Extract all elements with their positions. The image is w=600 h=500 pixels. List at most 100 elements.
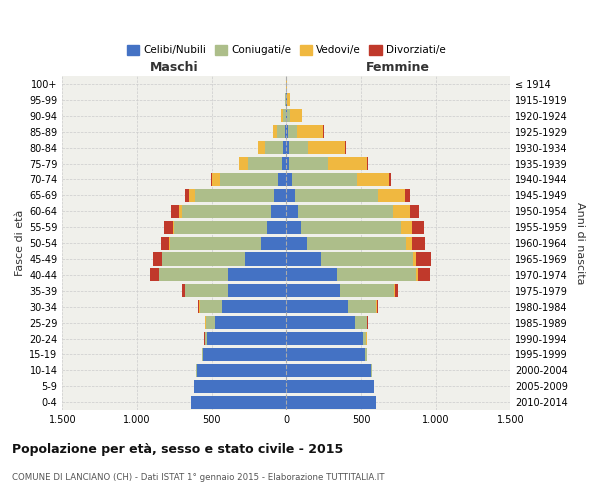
- Bar: [169, 236, 170, 250]
- Bar: [190, 189, 195, 202]
- Bar: [282, 157, 286, 170]
- Bar: [356, 173, 389, 186]
- Bar: [202, 348, 203, 361]
- Bar: [274, 189, 286, 202]
- Bar: [286, 364, 371, 377]
- Bar: [340, 284, 394, 298]
- Bar: [416, 268, 418, 281]
- Bar: [153, 252, 161, 266]
- Bar: [286, 300, 347, 313]
- Bar: [401, 220, 412, 234]
- Bar: [191, 396, 286, 408]
- Y-axis label: Fasce di età: Fasce di età: [15, 210, 25, 276]
- Bar: [173, 220, 175, 234]
- Bar: [376, 300, 377, 313]
- Bar: [170, 236, 261, 250]
- Bar: [393, 204, 410, 218]
- Bar: [172, 204, 179, 218]
- Bar: [164, 220, 173, 234]
- Bar: [355, 316, 367, 329]
- Bar: [286, 284, 340, 298]
- Bar: [290, 109, 302, 122]
- Bar: [286, 332, 362, 345]
- Bar: [248, 157, 282, 170]
- Bar: [347, 300, 376, 313]
- Bar: [416, 252, 431, 266]
- Bar: [367, 157, 368, 170]
- Bar: [161, 236, 169, 250]
- Bar: [289, 141, 308, 154]
- Bar: [406, 236, 412, 250]
- Bar: [289, 157, 328, 170]
- Y-axis label: Anni di nascita: Anni di nascita: [575, 202, 585, 284]
- Bar: [395, 284, 398, 298]
- Bar: [198, 300, 199, 313]
- Bar: [159, 268, 160, 281]
- Bar: [308, 141, 346, 154]
- Text: Popolazione per età, sesso e stato civile - 2015: Popolazione per età, sesso e stato civil…: [12, 442, 343, 456]
- Bar: [182, 284, 185, 298]
- Bar: [267, 220, 286, 234]
- Bar: [182, 204, 271, 218]
- Bar: [261, 236, 286, 250]
- Bar: [286, 125, 287, 138]
- Bar: [151, 268, 159, 281]
- Bar: [222, 300, 286, 313]
- Bar: [321, 252, 413, 266]
- Bar: [245, 252, 286, 266]
- Bar: [295, 189, 378, 202]
- Bar: [286, 268, 337, 281]
- Bar: [377, 300, 378, 313]
- Bar: [203, 348, 286, 361]
- Bar: [258, 141, 265, 154]
- Bar: [328, 157, 367, 170]
- Bar: [394, 284, 395, 298]
- Bar: [410, 204, 419, 218]
- Bar: [283, 141, 286, 154]
- Bar: [362, 332, 366, 345]
- Bar: [389, 173, 391, 186]
- Bar: [286, 157, 289, 170]
- Bar: [278, 173, 286, 186]
- Bar: [220, 173, 278, 186]
- Bar: [195, 189, 274, 202]
- Bar: [271, 204, 286, 218]
- Bar: [405, 189, 410, 202]
- Bar: [287, 125, 296, 138]
- Bar: [206, 316, 215, 329]
- Bar: [215, 316, 286, 329]
- Bar: [286, 173, 292, 186]
- Bar: [194, 380, 286, 393]
- Bar: [412, 220, 424, 234]
- Bar: [286, 316, 355, 329]
- Bar: [285, 125, 286, 138]
- Bar: [200, 300, 222, 313]
- Bar: [286, 396, 376, 408]
- Bar: [286, 380, 374, 393]
- Bar: [197, 364, 286, 377]
- Bar: [185, 284, 228, 298]
- Bar: [281, 109, 283, 122]
- Bar: [287, 109, 290, 122]
- Bar: [286, 348, 365, 361]
- Bar: [286, 189, 295, 202]
- Bar: [160, 268, 228, 281]
- Bar: [298, 204, 393, 218]
- Bar: [283, 109, 286, 122]
- Legend: Celibi/Nubili, Coniugati/e, Vedovi/e, Divorziati/e: Celibi/Nubili, Coniugati/e, Vedovi/e, Di…: [122, 41, 450, 60]
- Bar: [161, 252, 163, 266]
- Bar: [179, 204, 182, 218]
- Bar: [337, 268, 416, 281]
- Bar: [228, 268, 286, 281]
- Bar: [228, 284, 286, 298]
- Bar: [287, 94, 290, 106]
- Bar: [239, 157, 248, 170]
- Bar: [307, 236, 406, 250]
- Bar: [265, 141, 283, 154]
- Bar: [418, 268, 430, 281]
- Text: COMUNE DI LANCIANO (CH) - Dati ISTAT 1° gennaio 2015 - Elaborazione TUTTITALIA.I: COMUNE DI LANCIANO (CH) - Dati ISTAT 1° …: [12, 473, 385, 482]
- Bar: [277, 125, 285, 138]
- Bar: [378, 189, 405, 202]
- Bar: [212, 173, 220, 186]
- Bar: [286, 141, 289, 154]
